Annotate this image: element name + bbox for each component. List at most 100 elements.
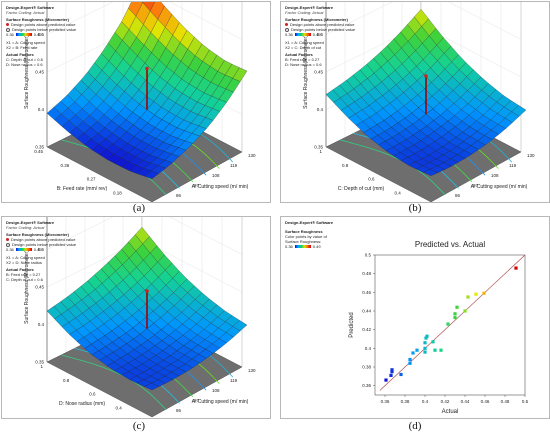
z-tick-label: 0.5: [38, 247, 45, 252]
data-point: [423, 341, 427, 345]
color-by-line-1: Color points by value of: [285, 234, 327, 239]
legend-c: Design-Expert® Software Factor Coding: A…: [6, 220, 76, 282]
x1-label: X1 = A: Cutting speed: [285, 40, 324, 45]
colorbar: [15, 33, 32, 36]
data-point: [384, 378, 388, 382]
x-axis-label: A: Cutting speed (m/ min): [192, 399, 249, 405]
above-point-icon: [285, 23, 288, 26]
range-low: 0.36: [285, 32, 293, 37]
colorbar: [294, 33, 311, 36]
z-tick-label: 0.45: [35, 70, 44, 75]
x-axis-label: A: Cutting speed (m/ min): [192, 184, 249, 190]
range-low: 0.36: [285, 244, 293, 249]
y-tick-label: 0.6: [89, 392, 96, 397]
above-point-icon: [6, 238, 9, 241]
data-point: [439, 348, 443, 352]
x-tick-label: 119: [230, 163, 238, 168]
wall-gridline: [46, 217, 243, 255]
fixed-factor-1: B: Feed rate = 0.27: [285, 57, 320, 62]
y-tick-label: 1: [319, 149, 322, 154]
data-point: [482, 291, 486, 295]
below-label: Design points below predicted value: [291, 27, 356, 32]
data-point: [411, 351, 415, 355]
legend-b: Design-Expert® Software Factor Coding: A…: [285, 5, 355, 67]
surface-patch: [423, 169, 439, 176]
software-title: Design-Expert® Software: [285, 220, 334, 225]
chart-title: Predicted vs. Actual: [415, 240, 485, 249]
caption-d: (d): [408, 420, 422, 432]
response-name: Surface Roughness (Micrometer): [285, 17, 348, 22]
z-tick-label: 0.5: [317, 32, 324, 37]
y-tick-label: 0.27: [87, 177, 96, 182]
y-tick-label: 0.38: [362, 365, 371, 370]
x1-label: X1 = A: Cutting speed: [6, 40, 45, 45]
z-axis-label: Surface Roughness (Micrometer): [303, 35, 309, 109]
x-tick-label: 0.42: [441, 399, 450, 404]
data-point: [514, 266, 518, 270]
fixed-factor-1: C: Depth of cut = 0.6: [6, 57, 43, 62]
z-tick-label: 0.35: [35, 360, 44, 365]
x-tick-label: 108: [212, 173, 220, 178]
above-label: Design points above predicted value: [290, 22, 355, 27]
y-tick-label: 0.8: [342, 163, 349, 168]
data-point: [424, 336, 428, 340]
y-tick-label: 0.4: [115, 405, 122, 410]
y-tick-label: 0.42: [362, 327, 371, 332]
x-tick-label: 0.5: [522, 399, 529, 404]
x-tick-label: 86: [176, 408, 182, 413]
z-tick-label: 0.45: [314, 70, 323, 75]
z-tick-label: 0.4: [38, 107, 45, 112]
y-tick-label: 0.8: [63, 378, 70, 383]
factor-coding: Factor Coding: Actual: [6, 225, 45, 230]
response-name: Surface Roughness (Micrometer): [6, 232, 69, 237]
caption-a: (a): [132, 202, 146, 214]
z-axis-label: Surface Roughness (Micrometer): [24, 35, 30, 109]
panel-d: Predicted vs. Actual 0.36 0.38 0.4 0.42 0.44 0…: [280, 216, 550, 419]
z-tick-label: 0.5: [38, 32, 45, 37]
software-title: Design-Expert® Software: [285, 5, 334, 10]
x-tick-label: 86: [176, 193, 182, 198]
software-title: Design-Expert® Software: [6, 5, 55, 10]
y-tick-label: 0.18: [113, 190, 122, 195]
range-high: 0.49: [33, 32, 42, 37]
y-tick-label: 0.48: [362, 271, 371, 276]
surface-patch: [144, 170, 160, 179]
x-tick-label: 0.44: [461, 399, 470, 404]
caption-c: (c): [132, 420, 146, 432]
x-axis-label: A: Cutting speed (m/ min): [471, 184, 528, 190]
x-tick-label: 108: [491, 173, 499, 178]
below-point-icon: [6, 27, 10, 32]
legend-d: Design-Expert® Software Surface Roughnes…: [285, 220, 333, 249]
y-axis-label: Predicted: [349, 312, 355, 337]
z-tick-label: 0.4: [38, 322, 45, 327]
software-title: Design-Expert® Software: [6, 220, 55, 225]
x-tick-label: 0.38: [401, 399, 410, 404]
factor-coding: Factor Coding: Actual: [6, 10, 45, 15]
range-high: 0.49: [33, 247, 42, 252]
design-point-marker: [424, 74, 428, 78]
x2-label: X2 = D: Nose radius: [6, 260, 42, 265]
color-by-line-2: Surface Roughness:: [285, 239, 322, 244]
x-tick-label: 0.36: [381, 399, 390, 404]
x-tick-label: 0.4: [422, 399, 429, 404]
x-tick-label: 130: [527, 153, 535, 158]
data-point: [423, 346, 427, 350]
x-axis-label: Actual: [442, 409, 459, 415]
wall-gridline: [46, 2, 243, 40]
response-name: Surface Roughness (Micrometer): [6, 17, 69, 22]
predicted-vs-actual-plot: Predicted vs. Actual 0.36 0.38 0.4 0.42 0.44 0…: [349, 240, 529, 415]
y-tick-label: 1: [40, 364, 43, 369]
below-label: Design points below predicted value: [12, 27, 77, 32]
data-point: [390, 368, 394, 372]
range-low: 0.36: [6, 32, 14, 37]
y-axis-label: D: Nose radius (mm): [59, 401, 105, 407]
z-tick-label: 0.4: [317, 107, 324, 112]
y-tick-label: 0.44: [362, 309, 371, 314]
y-tick-label: 0.6: [368, 177, 375, 182]
data-point: [466, 295, 470, 299]
x2-label: X2 = B: Feed rate: [6, 45, 38, 50]
above-label: Design points above predicted value: [11, 237, 76, 242]
range-high: 0.49: [312, 32, 321, 37]
